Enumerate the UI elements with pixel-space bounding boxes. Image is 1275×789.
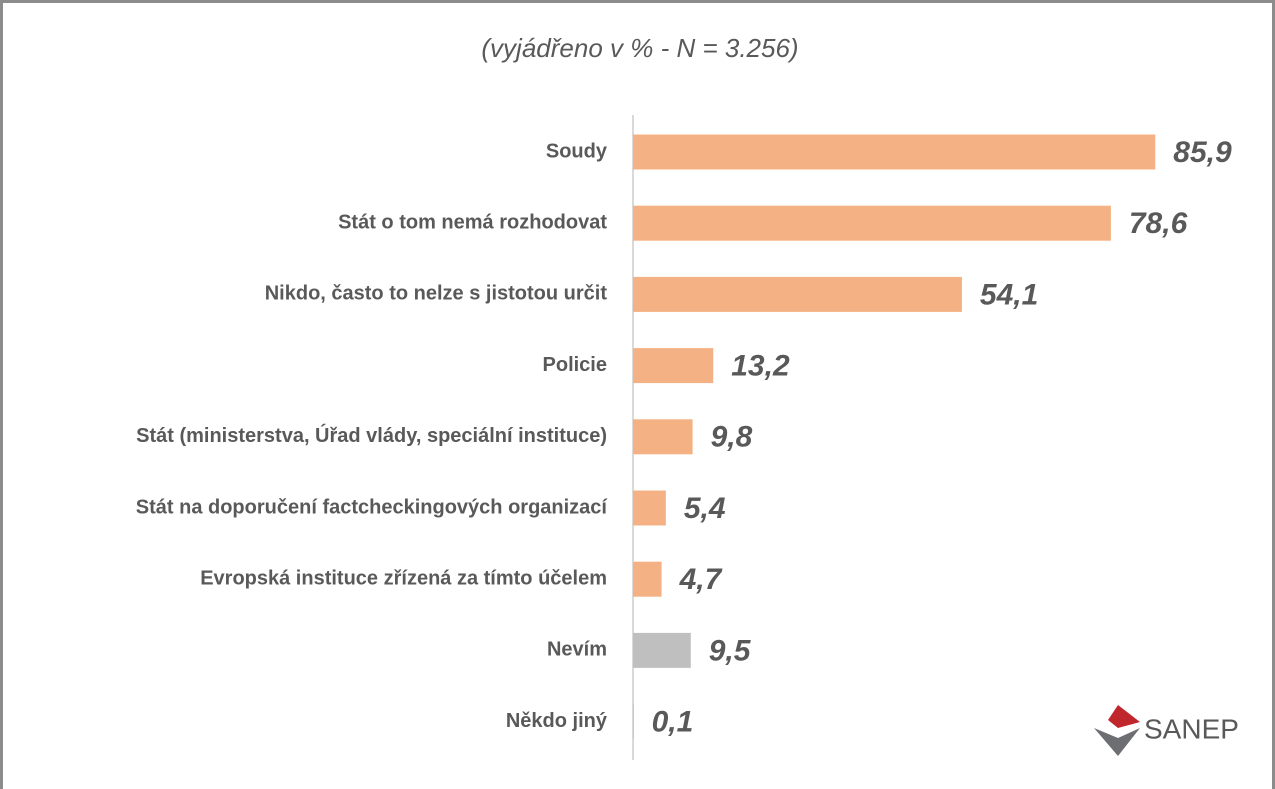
category-label: Soudy xyxy=(546,140,608,162)
logo: SANEP xyxy=(1094,705,1239,756)
value-label: 85,9 xyxy=(1173,136,1232,169)
value-label: 9,8 xyxy=(711,421,753,454)
bar xyxy=(633,490,666,526)
value-label: 13,2 xyxy=(731,350,790,383)
category-label: Nevím xyxy=(547,639,607,661)
bar xyxy=(633,348,714,384)
bar xyxy=(633,134,1156,170)
value-label: 9,5 xyxy=(709,634,752,667)
category-label: Policie xyxy=(543,354,607,376)
category-label: Stát o tom nemá rozhodovat xyxy=(338,211,607,233)
value-label: 0,1 xyxy=(652,706,694,739)
bar xyxy=(633,561,662,597)
category-label: Někdo jiný xyxy=(506,710,608,732)
logo-text: SANEP xyxy=(1144,713,1239,744)
value-label: 5,4 xyxy=(684,492,726,525)
value-label: 78,6 xyxy=(1129,207,1188,240)
category-label: Nikdo, často to nelze s jistotou určit xyxy=(265,283,608,305)
logo-icon xyxy=(1094,728,1140,756)
chart-title: (vyjádřeno v % - N = 3.256) xyxy=(481,33,798,63)
logo-icon xyxy=(1108,705,1140,728)
category-label: Stát na doporučení factcheckingových org… xyxy=(136,496,609,518)
category-label: Evropská instituce zřízená za tímto účel… xyxy=(200,567,607,589)
bar xyxy=(633,205,1111,241)
bar xyxy=(633,419,693,455)
bar xyxy=(633,632,691,668)
bar xyxy=(633,704,634,740)
value-label: 4,7 xyxy=(679,563,723,596)
category-label: Stát (ministerstva, Úřad vlády, speciáln… xyxy=(136,423,607,447)
value-label: 54,1 xyxy=(980,278,1038,311)
bar xyxy=(633,276,962,312)
